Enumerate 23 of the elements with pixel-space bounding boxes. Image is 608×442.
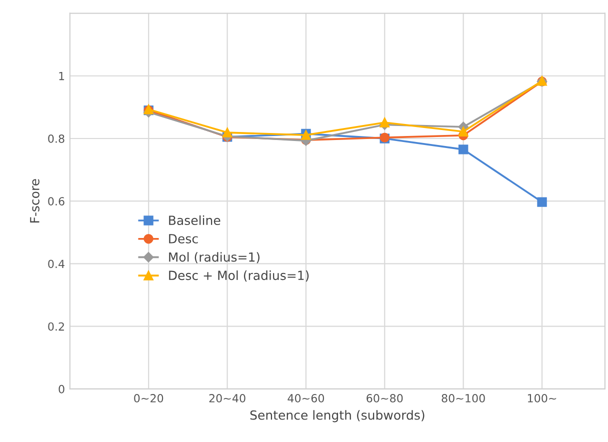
y-tick-label: 0 — [58, 384, 64, 394]
point — [458, 144, 468, 154]
x-tick-label: 100~ — [528, 394, 556, 402]
point — [537, 197, 547, 207]
x-tick-label: 20~40 — [209, 394, 246, 402]
y-axis-title: F-score — [30, 179, 40, 223]
x-tick-label: 0~20 — [134, 394, 164, 402]
x-tick-label: 60~80 — [366, 394, 403, 402]
x-axis-title: Sentence length (subwords) — [250, 410, 424, 422]
legend-label: Desc — [169, 234, 198, 244]
y-tick-label: 0.6 — [48, 197, 64, 206]
y-tick-label: 0.4 — [48, 260, 64, 268]
x-tick-label: 40~60 — [288, 394, 324, 402]
x-tick-label: 80~100 — [442, 394, 485, 402]
y-tick-label: 1 — [59, 72, 64, 80]
legend-label: Baseline — [169, 215, 220, 226]
legend-label: Desc + Mol (radius=1) — [169, 270, 309, 282]
point — [380, 118, 390, 128]
y-tick-label: 0.8 — [48, 134, 64, 143]
y-tick-label: 0.2 — [48, 322, 64, 331]
point — [222, 128, 232, 138]
legend-label: Mol (radius=1) — [169, 252, 260, 264]
point — [458, 126, 468, 136]
